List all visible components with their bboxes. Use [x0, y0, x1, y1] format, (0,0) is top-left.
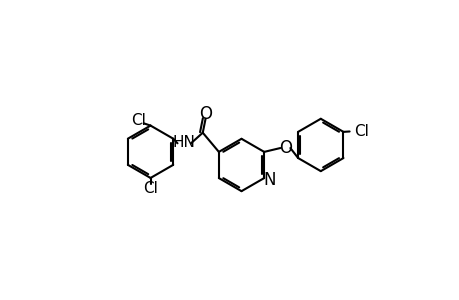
- Text: Cl: Cl: [353, 124, 368, 139]
- Text: N: N: [263, 171, 275, 189]
- Text: O: O: [278, 139, 291, 157]
- Text: Cl: Cl: [143, 181, 157, 196]
- Text: HN: HN: [172, 135, 195, 150]
- Text: O: O: [199, 106, 212, 124]
- Text: Cl: Cl: [131, 113, 146, 128]
